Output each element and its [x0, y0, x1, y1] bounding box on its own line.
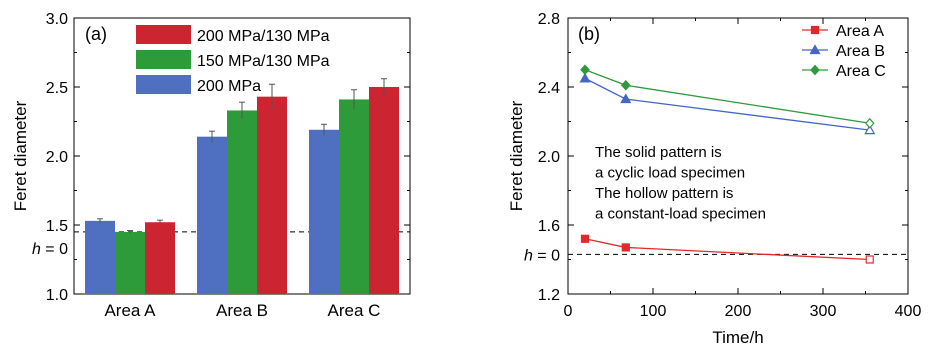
legend-label: Area C	[836, 63, 886, 80]
data-point	[620, 79, 631, 91]
annotation-text: The solid pattern is	[595, 144, 722, 161]
panel-b-xlabel: Time/h	[712, 328, 763, 347]
panel-b-ylabel: Feret diameter	[507, 100, 526, 211]
panel-b: (b) Feret diameter Time/h 1.2 1.6 2.0 2.4 2.…	[507, 11, 921, 347]
bar	[197, 136, 227, 294]
y-tick-label: 2.8	[538, 11, 560, 28]
bar	[369, 87, 399, 294]
legend-label: Area A	[836, 23, 884, 40]
x-tick-label: 300	[810, 303, 837, 320]
panel-b-label: (b)	[578, 24, 600, 44]
data-point	[864, 117, 875, 129]
data-point	[579, 72, 591, 83]
legend-label: 150 MPa/130 MPa	[197, 53, 330, 70]
bar	[257, 96, 287, 294]
y-tick-label: 1.5	[46, 218, 68, 235]
panel-a: (a) Feret diameter 1.0 1.5 2.0 2.5 3.0 Area A…	[11, 11, 411, 320]
y-tick-label: 1.0	[46, 287, 68, 304]
reference-line-label: h = 0	[32, 241, 68, 258]
data-point	[580, 64, 590, 76]
legend-swatch	[136, 75, 191, 94]
y-tick-label: 2.5	[46, 80, 68, 97]
data-point	[621, 243, 630, 252]
bar	[227, 110, 257, 295]
x-tick-label: 400	[895, 303, 922, 320]
legend-swatch	[136, 50, 191, 69]
bar	[309, 129, 339, 294]
y-tick-label: 2.0	[538, 149, 560, 166]
annotation-text: The hollow pattern is	[595, 185, 733, 202]
y-tick-label: 1.6	[538, 218, 560, 235]
y-tick-label: 2.4	[538, 80, 560, 97]
panel-a-label: (a)	[85, 24, 107, 44]
x-category-label: Area C	[328, 301, 381, 320]
annotation-text: a cyclic load specimen	[595, 165, 745, 182]
bar	[115, 231, 145, 294]
legend-marker	[810, 25, 820, 35]
data-point	[580, 234, 590, 243]
y-tick-label: 1.2	[538, 287, 560, 304]
x-category-label: Area A	[104, 301, 156, 320]
x-tick-label: 0	[564, 303, 573, 320]
x-tick-label: 200	[725, 303, 752, 320]
bar	[85, 220, 115, 294]
legend-label: 200 MPa/130 MPa	[197, 28, 330, 45]
legend-swatch	[136, 25, 191, 44]
reference-line-label: h = 0	[524, 247, 560, 264]
annotation-text: a constant-load specimen	[595, 206, 766, 223]
x-category-label: Area B	[216, 301, 268, 320]
panel-a-ylabel: Feret diameter	[11, 100, 30, 211]
legend-label: Area B	[836, 43, 885, 60]
x-tick-label: 100	[640, 303, 667, 320]
bar	[145, 222, 175, 294]
y-tick-label: 3.0	[46, 11, 68, 28]
data-point	[620, 93, 632, 104]
legend-marker	[809, 44, 821, 55]
y-tick-label: 2.0	[46, 149, 68, 166]
series-line	[584, 69, 870, 124]
data-point	[865, 255, 874, 264]
bar	[339, 99, 369, 294]
legend-marker	[810, 64, 820, 76]
legend-label: 200 MPa	[197, 78, 261, 95]
data-point	[864, 124, 876, 135]
